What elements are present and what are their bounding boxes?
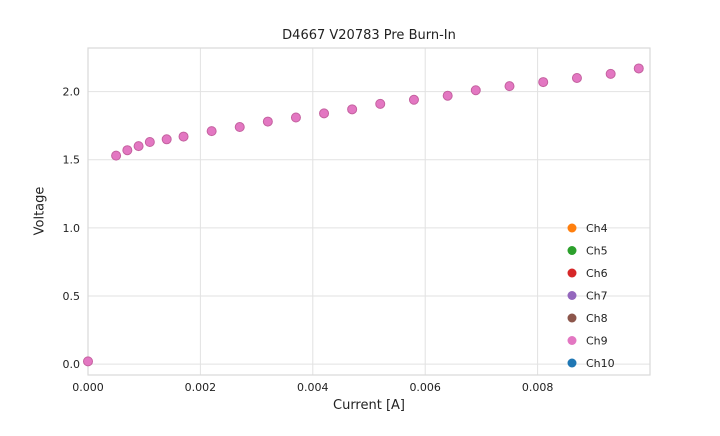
data-point: [571, 72, 582, 83]
x-axis-label: Current [A]: [333, 398, 405, 413]
data-point: [347, 104, 358, 115]
data-point: [83, 356, 93, 367]
data-point: [122, 145, 133, 156]
data-point: [538, 77, 549, 88]
legend-marker: [567, 336, 577, 345]
data-point: [178, 131, 189, 142]
data-point: [111, 150, 122, 161]
data-point: [605, 68, 616, 79]
data-point: [633, 63, 644, 74]
legend-marker: [567, 313, 577, 323]
legend-label: Ch9: [586, 335, 608, 348]
data-point: [144, 137, 155, 148]
y-tick-label: 1.0: [63, 222, 81, 235]
data-point: [319, 108, 330, 119]
data-point: [408, 94, 419, 105]
x-tick-label: 0.008: [522, 381, 554, 394]
y-tick-label: 0.0: [63, 358, 81, 371]
data-point: [262, 116, 273, 127]
legend-label: Ch10: [586, 357, 615, 370]
data-point: [206, 126, 217, 137]
data-point: [442, 90, 453, 101]
x-tick-label: 0.002: [185, 381, 217, 394]
legend-label: Ch5: [586, 245, 608, 258]
legend-marker: [567, 268, 577, 278]
data-point: [161, 134, 172, 145]
data-point: [375, 98, 386, 109]
x-tick-label: 0.004: [297, 381, 329, 394]
data-point: [234, 122, 245, 133]
legend-marker: [567, 223, 577, 233]
legend-label: Ch8: [586, 312, 608, 325]
data-point: [470, 85, 481, 96]
legend-marker: [567, 291, 577, 300]
legend-label: Ch4: [586, 222, 608, 235]
data-point: [133, 141, 144, 152]
y-axis-label: Voltage: [32, 186, 48, 236]
plot-border: [87, 47, 651, 376]
y-tick-label: 0.5: [63, 290, 81, 303]
x-tick-label: 0.000: [72, 381, 104, 394]
chart-title: D4667 V20783 Pre Burn-In: [282, 28, 456, 43]
x-tick-label: 0.006: [409, 381, 441, 394]
y-tick-label: 1.5: [63, 154, 81, 167]
y-tick-label: 2.0: [63, 86, 81, 99]
legend-marker: [567, 246, 577, 255]
legend-marker: [567, 358, 577, 368]
legend-label: Ch7: [586, 290, 608, 303]
data-point: [290, 112, 301, 123]
legend-label: Ch6: [586, 267, 608, 280]
data-point: [504, 81, 515, 92]
